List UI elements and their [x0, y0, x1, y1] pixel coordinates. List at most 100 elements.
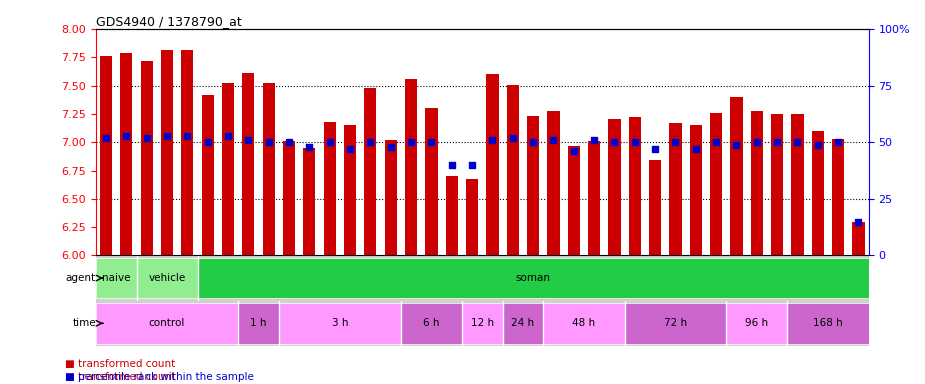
Text: 24 h: 24 h: [512, 318, 535, 328]
Point: [607, 139, 622, 146]
Bar: [466, 179, 478, 255]
Bar: [609, 119, 621, 255]
Bar: [222, 83, 234, 255]
Point: [342, 146, 357, 152]
Bar: [100, 56, 112, 255]
Bar: [812, 131, 824, 255]
FancyBboxPatch shape: [726, 303, 787, 344]
Bar: [385, 140, 397, 255]
Text: ■ transformed count: ■ transformed count: [65, 372, 175, 382]
Bar: [263, 83, 275, 255]
Bar: [405, 79, 417, 255]
Text: naive: naive: [102, 273, 130, 283]
Point: [221, 132, 236, 139]
Bar: [771, 114, 783, 255]
Bar: [283, 141, 295, 255]
Text: 1 h: 1 h: [251, 318, 266, 328]
Point: [546, 137, 561, 143]
Point: [729, 141, 744, 147]
Text: 48 h: 48 h: [573, 318, 596, 328]
Text: 12 h: 12 h: [471, 318, 494, 328]
Bar: [588, 141, 600, 255]
Point: [688, 146, 703, 152]
FancyBboxPatch shape: [96, 258, 137, 298]
Point: [810, 141, 825, 147]
Bar: [161, 50, 173, 255]
Bar: [670, 123, 682, 255]
Bar: [649, 161, 661, 255]
Text: 6 h: 6 h: [423, 318, 439, 328]
Point: [648, 146, 662, 152]
Bar: [446, 176, 458, 255]
Text: soman: soman: [515, 273, 550, 283]
Point: [668, 139, 683, 146]
Point: [790, 139, 805, 146]
Text: 168 h: 168 h: [813, 318, 843, 328]
FancyBboxPatch shape: [624, 303, 726, 344]
Point: [281, 139, 296, 146]
Point: [140, 135, 154, 141]
Point: [586, 137, 601, 143]
Bar: [507, 84, 519, 255]
Bar: [364, 88, 376, 255]
Bar: [690, 125, 702, 255]
Text: ■ percentile rank within the sample: ■ percentile rank within the sample: [65, 372, 253, 382]
Point: [322, 139, 337, 146]
Bar: [242, 73, 254, 255]
Point: [627, 139, 642, 146]
Point: [566, 148, 581, 154]
Point: [485, 137, 500, 143]
Point: [383, 144, 398, 150]
Text: vehicle: vehicle: [148, 273, 186, 283]
Bar: [303, 148, 315, 255]
FancyBboxPatch shape: [198, 258, 869, 298]
Point: [302, 144, 316, 150]
Point: [505, 135, 520, 141]
Text: GDS4940 / 1378790_at: GDS4940 / 1378790_at: [96, 15, 241, 28]
Point: [363, 139, 377, 146]
Point: [525, 139, 540, 146]
FancyBboxPatch shape: [96, 303, 239, 344]
Bar: [629, 118, 641, 255]
Text: agent: agent: [66, 273, 96, 283]
Bar: [751, 111, 763, 255]
Bar: [568, 146, 580, 255]
Bar: [852, 222, 865, 255]
Point: [241, 137, 256, 143]
Point: [464, 162, 479, 168]
Bar: [792, 114, 804, 255]
Text: 3 h: 3 h: [332, 318, 348, 328]
Text: ■ transformed count: ■ transformed count: [65, 359, 175, 369]
Bar: [487, 74, 499, 255]
Point: [201, 139, 216, 146]
Bar: [202, 95, 214, 255]
Point: [99, 135, 114, 141]
Bar: [426, 108, 438, 255]
Text: time: time: [72, 318, 96, 328]
FancyBboxPatch shape: [239, 303, 278, 344]
Text: 72 h: 72 h: [664, 318, 687, 328]
Point: [180, 132, 195, 139]
FancyBboxPatch shape: [787, 303, 869, 344]
Bar: [181, 50, 193, 255]
Text: control: control: [149, 318, 185, 328]
Bar: [548, 111, 560, 255]
Bar: [527, 116, 539, 255]
FancyBboxPatch shape: [502, 303, 543, 344]
Point: [831, 139, 845, 146]
Bar: [731, 97, 743, 255]
Bar: [710, 113, 722, 255]
FancyBboxPatch shape: [462, 303, 502, 344]
Bar: [324, 122, 336, 255]
Point: [444, 162, 459, 168]
Point: [424, 139, 438, 146]
Point: [749, 139, 764, 146]
Point: [770, 139, 784, 146]
Bar: [344, 125, 356, 255]
Bar: [120, 53, 132, 255]
Point: [160, 132, 175, 139]
FancyBboxPatch shape: [543, 303, 624, 344]
Point: [403, 139, 418, 146]
Point: [709, 139, 723, 146]
Point: [119, 132, 134, 139]
